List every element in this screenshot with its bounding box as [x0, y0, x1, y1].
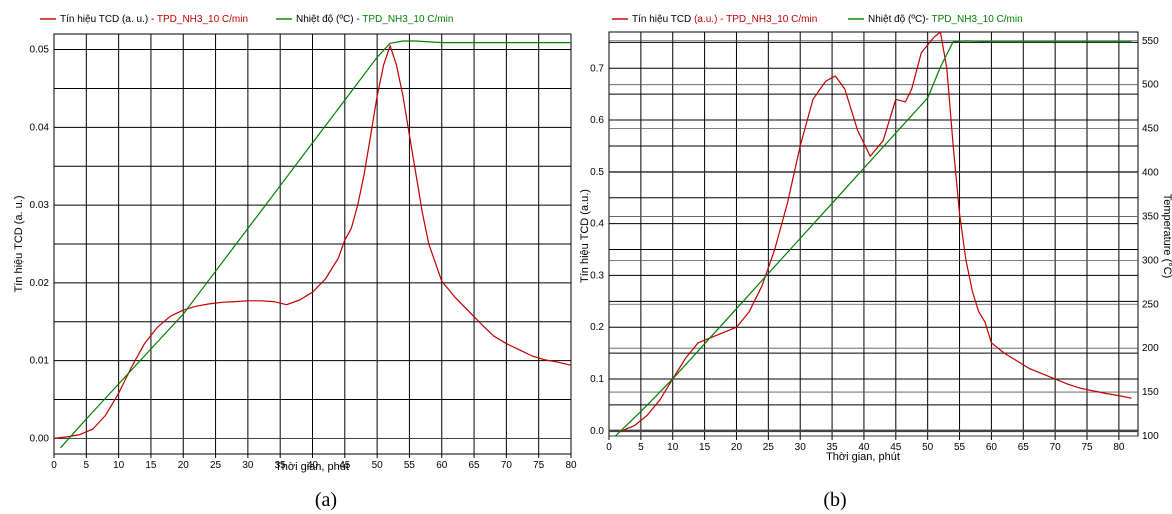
b-y-tick-label: 0.2 [590, 322, 604, 333]
chart-b-x-axis-title: Thời gian, phút [826, 451, 900, 463]
a-legend-entry: Nhiệt độ (ºC) - TPD_NH3_10 C/min [296, 14, 453, 25]
a-x-tick-label: 40 [307, 460, 319, 471]
b-y-tick-label: 0.7 [590, 63, 604, 74]
a-x-tick-label: 75 [533, 460, 545, 471]
a-x-tick-label: 70 [501, 460, 513, 471]
a-x-tick-label: 15 [145, 460, 157, 471]
b-y2-tick-label: 150 [1142, 387, 1159, 398]
b-y2-tick-label: 500 [1142, 80, 1159, 91]
chart-b-grid [608, 32, 1138, 437]
chart-a-x-axis-title: Thời gian, phút [275, 461, 349, 473]
a-series-line-temperature [60, 40, 571, 449]
a-legend-series-name: TPD_NH3_10 C/min [362, 14, 453, 25]
b-x-tick-label: 65 [1018, 442, 1030, 453]
chart-a-series [53, 40, 572, 449]
a-y-tick-label: 0.02 [30, 278, 50, 289]
chart-b-x-ticks: 0 5 10 15 20 25 30 35 40 45 50 55 60 65 70 75 80 [606, 436, 1125, 453]
b-y2-tick-label: 400 [1142, 168, 1159, 179]
b-y2-tick-label: 200 [1142, 343, 1159, 354]
a-x-tick-label: 20 [178, 460, 190, 471]
b-x-tick-label: 35 [827, 442, 839, 453]
a-y-tick-label: 0.04 [30, 122, 50, 133]
chart-b-series [614, 31, 1132, 437]
chart-b-plot-area [608, 31, 1139, 437]
a-y-tick-label: 0.00 [30, 433, 50, 444]
b-legend-prefix: Nhiệt độ (ºC)- [868, 14, 932, 25]
b-y2-tick-label: 250 [1142, 299, 1159, 310]
a-x-tick-label: 30 [242, 460, 254, 471]
b-x-tick-label: 25 [763, 442, 775, 453]
b-x-tick-label: 75 [1081, 442, 1093, 453]
a-x-tick-label: 35 [275, 460, 287, 471]
b-y-tick-label: 0.3 [590, 270, 604, 281]
chart-a-y-axis-title: Tín hiệu TCD (a. u.) [13, 196, 25, 293]
chart-a-x-ticks: 0 5 10 15 20 25 30 35 40 45 50 55 60 65 70 75 80 [51, 454, 577, 471]
b-x-tick-label: 55 [954, 442, 966, 453]
chart-b-caption: (b) [823, 489, 846, 511]
a-x-tick-label: 65 [469, 460, 481, 471]
a-y-tick-label: 0.03 [30, 200, 50, 211]
b-x-tick-label: 70 [1050, 442, 1062, 453]
a-x-tick-label: 0 [51, 460, 57, 471]
b-y2-tick-label: 100 [1142, 431, 1159, 442]
b-series-line-tcd [621, 31, 1132, 432]
a-series-line-tcd [53, 45, 572, 439]
chart-b: 0 5 10 15 20 25 30 35 40 45 50 55 60 65 70 75 80 0.00.10… [579, 14, 1172, 511]
b-x-tick-label: 30 [795, 442, 807, 453]
a-x-tick-label: 50 [372, 460, 384, 471]
a-x-tick-label: 10 [113, 460, 125, 471]
a-y-tick-label: 0.05 [30, 45, 50, 56]
a-x-tick-label: 5 [84, 460, 90, 471]
a-legend-prefix: Tín hiệu TCD (a. u.) - [60, 14, 157, 25]
a-x-tick-label: 60 [436, 460, 448, 471]
chart-b-y-ticks: 0.0 0.1 0.2 0.3 0.4 0.5 0.6 0.7 [590, 63, 604, 437]
b-x-tick-label: 5 [638, 442, 644, 453]
b-x-tick-label: 15 [699, 442, 711, 453]
b-y-tick-label: 0.1 [590, 374, 604, 385]
b-x-tick-label: 80 [1113, 442, 1125, 453]
a-legend-entry: Tín hiệu TCD (a. u.) - TPD_NH3_10 C/min [60, 14, 248, 25]
b-x-tick-label: 10 [667, 442, 679, 453]
b-y-tick-label: 0.0 [590, 426, 604, 437]
a-x-tick-label: 55 [404, 460, 416, 471]
a-legend-series-name: TPD_NH3_10 C/min [157, 14, 248, 25]
a-x-tick-label: 80 [565, 460, 577, 471]
b-y-tick-label: 0.4 [590, 219, 604, 230]
b-y-tick-label: 0.6 [590, 115, 604, 126]
b-legend-entry: Tín hiệu TCD (a.u.) - TPD_NH3_10 C/min [632, 14, 817, 25]
b-legend-prefix: Tín hiệu TCD [632, 14, 694, 25]
b-series-line-temperature [614, 40, 1132, 437]
chart-b-y-axis-title: Tín hiệu TCD (a.u.) [579, 189, 591, 283]
a-legend-prefix: Nhiệt độ (ºC) - [296, 14, 362, 25]
chart-a-y-ticks: 0.00 0.01 0.02 0.03 0.04 0.05 [30, 45, 50, 445]
b-legend-series-name: TPD_NH3_10 C/min [932, 14, 1023, 25]
a-x-tick-label: 25 [210, 460, 222, 471]
b-x-tick-label: 45 [890, 442, 902, 453]
chart-a-grid [53, 34, 572, 454]
b-y2-tick-label: 450 [1142, 124, 1159, 135]
b-x-tick-label: 20 [731, 442, 743, 453]
b-y-tick-label: 0.5 [590, 167, 604, 178]
a-y-tick-label: 0.01 [30, 356, 50, 367]
b-x-tick-label: 0 [606, 442, 612, 453]
chart-b-y2-ticks: 100 150 200 250 300 350 400 450 500 550 [1142, 36, 1159, 442]
b-legend-entry: Nhiệt độ (ºC)- TPD_NH3_10 C/min [868, 14, 1023, 25]
chart-a-legend: Tín hiệu TCD (a. u.) - TPD_NH3_10 C/min N… [40, 14, 453, 25]
b-y2-tick-label: 550 [1142, 36, 1159, 47]
a-x-tick-label: 45 [339, 460, 351, 471]
b-legend-series-name: (a.u.) - TPD_NH3_10 C/min [694, 14, 817, 25]
chart-b-y2-axis-title: Temperature (°C) [1161, 194, 1172, 278]
chart-a: 0 5 10 15 20 25 30 35 40 45 50 55 60 65 70 75 80 0.000.0… [13, 14, 577, 511]
b-y2-tick-label: 300 [1142, 255, 1159, 266]
chart-a-caption: (a) [315, 489, 337, 511]
b-y2-tick-label: 350 [1142, 211, 1159, 222]
b-x-tick-label: 50 [922, 442, 934, 453]
chart-b-legend: Tín hiệu TCD (a.u.) - TPD_NH3_10 C/min Nh… [612, 14, 1023, 25]
b-x-tick-label: 60 [986, 442, 998, 453]
b-x-tick-label: 40 [858, 442, 870, 453]
